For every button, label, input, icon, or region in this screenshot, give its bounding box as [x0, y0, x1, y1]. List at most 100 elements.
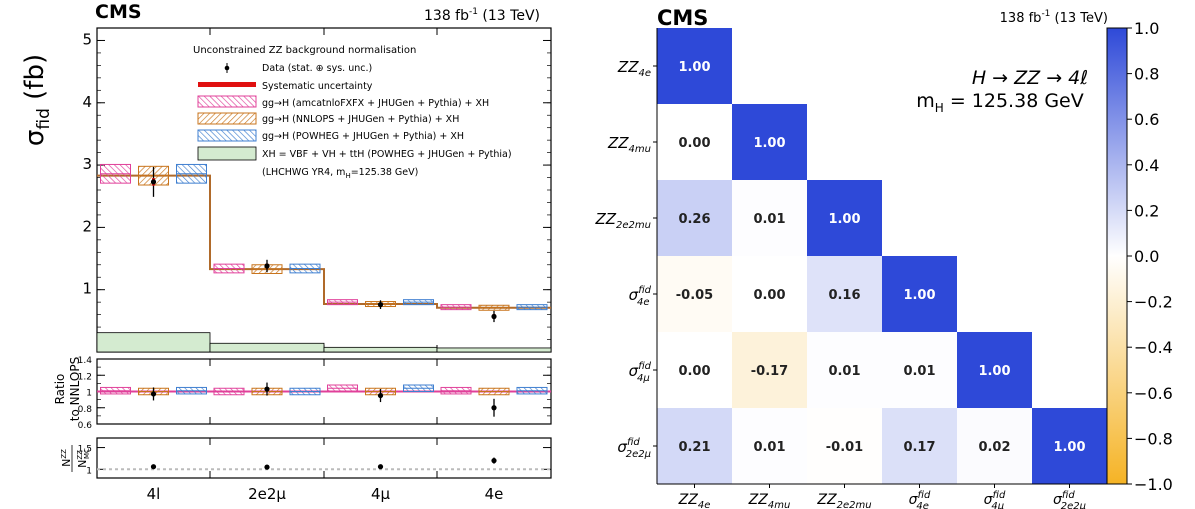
heatmap-cell — [732, 104, 807, 180]
svg-text:Systematic uncertainty: Systematic uncertainty — [262, 81, 373, 92]
heatmap-cell-label: -0.01 — [826, 440, 863, 455]
heatmap-cell — [657, 180, 732, 256]
legend-entry-amc: gg→H (amcatnloFXFX + JHUGen + Pythia) + … — [197, 95, 489, 109]
heatmap-cell-label: 0.21 — [678, 440, 710, 455]
nzz-data-point — [377, 464, 384, 470]
svg-text:NZZMC: NZZMC — [76, 448, 91, 468]
ratio-data-point — [150, 391, 157, 397]
heatmap-annotation-mass: mH = 125.38 GeV — [916, 90, 1083, 115]
right-cms-label: CMS — [657, 6, 708, 30]
legend-entry-xh: XH = VBF + VH + ttH (POWHEG + JHUGen + P… — [197, 146, 512, 161]
nzz-data-point — [150, 464, 157, 470]
legend-lhc-note: (LHCHWG YR4, mH=125.38 GeV) — [262, 167, 418, 180]
heatmap-cell — [732, 180, 807, 256]
category-label: 4l — [147, 485, 161, 503]
heatmap-cell-label: 0.26 — [678, 212, 710, 227]
colorbar-tick-label: −0.8 — [1134, 429, 1173, 448]
heatmap-cell-label: 0.00 — [678, 364, 710, 379]
heatmap-cell-label: 1.00 — [1053, 440, 1085, 455]
colorbar-tick-label: −1.0 — [1134, 475, 1173, 494]
heatmap-cell-label: 1.00 — [828, 212, 860, 227]
heatmap-cell — [882, 256, 957, 332]
svg-text:XH = VBF + VH + ttH (POWHEG +: XH = VBF + VH + ttH (POWHEG + JHUGen + P… — [262, 149, 512, 160]
right-figure: CMS 138 fb-1 (13 TeV) 1.00 0.00 1.00 0.26 0.… — [594, 6, 1172, 509]
heatmap-col-label: σfid 2e2μ — [1053, 490, 1086, 509]
main-ytick-label: 4 — [82, 93, 92, 111]
category-label: 2e2μ — [248, 485, 286, 503]
heatmap-row-label: σfid 4μ — [629, 361, 652, 384]
colorbar — [1106, 27, 1128, 485]
main-plot-axes: 1 2 3 4 5 — [82, 27, 552, 353]
heatmap-row-label: σfid 4e — [629, 285, 652, 308]
heatmap-cell-label: 0.17 — [903, 440, 935, 455]
heatmap-cell — [732, 408, 807, 484]
heatmap-cell — [882, 408, 957, 484]
main-ytick-label: 5 — [82, 30, 92, 48]
legend-entry-nnlops: gg→H (NNLOPS + JHUGen + Pythia) + XH — [197, 112, 459, 125]
colorbar-tick-label: 0.6 — [1134, 110, 1159, 129]
main-data-point — [150, 179, 157, 185]
heatmap-annotation-process: H → ZZ → 4ℓ — [972, 67, 1088, 89]
left-cms-label: CMS — [95, 1, 142, 23]
left-figure: CMS 138 fb-1 (13 TeV) σfid (fb) 1 2 3 4 5 Un… — [20, 1, 552, 503]
ratio-y-label-1: Ratio — [53, 374, 67, 405]
colorbar-tick-label: 0.4 — [1134, 156, 1159, 175]
ratio-ytick-label: 1 — [86, 389, 92, 399]
nzz-ytick-label: 1.5 — [78, 445, 92, 455]
heatmap-cell — [732, 256, 807, 332]
main-y-axis-label: σfid (fb) — [20, 54, 54, 146]
heatmap-row-label: ZZ4mu — [607, 134, 651, 155]
heatmap-cell-label: 1.00 — [903, 288, 935, 303]
xh-histogram-bin — [209, 342, 325, 353]
ratio-ytick-label: 1.2 — [78, 372, 92, 382]
heatmap-cell — [807, 256, 882, 332]
heatmap-row-label: σfid 2e2μ — [617, 437, 651, 460]
heatmap-cell — [807, 180, 882, 256]
heatmap-cell-label: 0.02 — [978, 440, 1010, 455]
heatmap-cell — [1032, 408, 1107, 484]
main-data-point — [377, 302, 384, 308]
heatmap-cell — [882, 332, 957, 408]
heatmap-cell-label: 0.01 — [753, 212, 785, 227]
category-label: 4e — [485, 485, 504, 503]
xh-histogram-bin — [323, 346, 438, 353]
colorbar-tick-label: −0.6 — [1134, 384, 1173, 403]
heatmap-cell-label: -0.17 — [751, 364, 788, 379]
svg-text:gg→H (POWHEG + JHUGen + Pythia: gg→H (POWHEG + JHUGen + Pythia) + XH — [262, 131, 464, 142]
heatmap-row-label: ZZ2e2mu — [594, 210, 651, 231]
heatmap-cell — [807, 408, 882, 484]
svg-text:gg→H (amcatnloFXFX + JHUGen +: gg→H (amcatnloFXFX + JHUGen + Pythia) + … — [262, 98, 489, 109]
heatmap-cell — [732, 332, 807, 408]
nzz-data-point — [264, 464, 270, 470]
colorbar-ticks: 1.0 0.8 0.6 0.4 0.2 0.0 −0.2 −0.4 −0.6 −0.8 −1.0 — [1127, 19, 1173, 494]
left-lumi-label: 138 fb-1 (13 TeV) — [424, 7, 540, 24]
main-plot-marks — [96, 163, 552, 353]
heatmap-cell — [657, 332, 732, 408]
heatmap-cell — [957, 332, 1032, 408]
nzz-ytick-label: 1 — [86, 466, 92, 476]
legend-entry-syst: Systematic uncertainty — [198, 81, 373, 92]
colorbar-tick-label: −0.4 — [1134, 338, 1173, 357]
heatmap-cell — [657, 28, 732, 104]
heatmap-col-label: σfid 4e — [909, 490, 931, 509]
main-data-point — [491, 313, 497, 320]
ratio-data-point — [377, 392, 384, 399]
heatmap-col-label: σfid 4μ — [984, 490, 1006, 509]
heatmap-cell-label: 1.00 — [978, 364, 1010, 379]
legend: Unconstrained ZZ background normalisatio… — [193, 45, 512, 180]
colorbar-tick-label: 0.8 — [1134, 65, 1159, 84]
heatmap-cell — [657, 408, 732, 484]
ratio-ytick-label: 1.4 — [78, 356, 93, 366]
svg-text:gg→H (NNLOPS + JHUGen + Pythia: gg→H (NNLOPS + JHUGen + Pythia) + XH — [262, 114, 459, 125]
heatmap-col-label: ZZ4mu — [748, 492, 791, 509]
svg-text:Data (stat. ⊕ sys. unc.): Data (stat. ⊕ sys. unc.) — [262, 63, 372, 74]
ratio-ytick-label: 0.8 — [78, 405, 93, 415]
heatmap-row-label: ZZ4e — [617, 58, 651, 79]
heatmap-cell — [807, 332, 882, 408]
heatmap-cell-label: 0.00 — [678, 136, 710, 151]
colorbar-tick-label: 0.2 — [1134, 201, 1159, 220]
heatmap-cell-label: 0.01 — [903, 364, 935, 379]
nzz-y-label: NZZ NZZMC — [60, 445, 91, 472]
